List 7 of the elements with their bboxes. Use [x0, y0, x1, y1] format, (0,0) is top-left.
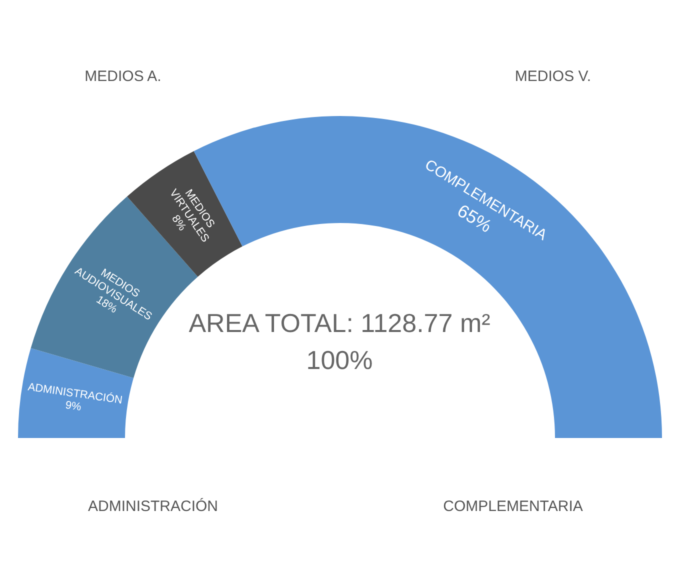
text: ADMINISTRACIÓN [86, 498, 219, 515]
text: MEDIOS V. [514, 68, 592, 85]
text: MEDIOS A. [84, 68, 162, 85]
text: AREA TOTAL: 1128.77 m² [188, 308, 490, 338]
text: 100% [305, 345, 374, 376]
data-label: 9% [64, 399, 82, 414]
text: COMPLEMENTARIA [442, 498, 584, 515]
